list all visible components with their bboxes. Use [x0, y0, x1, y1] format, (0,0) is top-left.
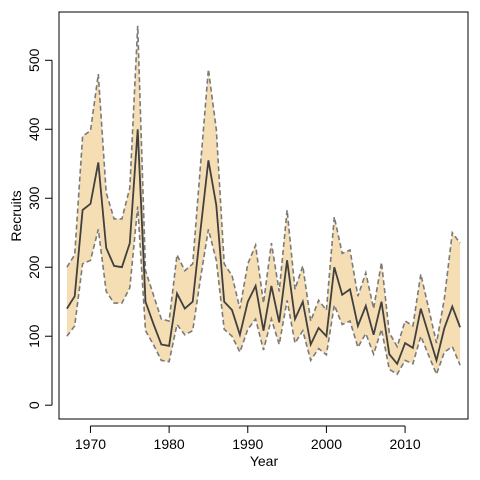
x-tick-label: 2000	[311, 436, 342, 452]
x-tick-label: 1980	[154, 436, 185, 452]
y-tick-label: 100	[26, 324, 42, 348]
estimate-line	[66, 129, 461, 366]
y-axis-title: Recruits	[8, 190, 24, 241]
confidence-band	[66, 25, 461, 375]
y-tick-label: 0	[26, 401, 42, 409]
lower-bound-line	[66, 206, 461, 377]
x-tick-label: 2010	[389, 436, 420, 452]
plot-frame	[58, 11, 469, 420]
x-tick-label: 1970	[75, 436, 106, 452]
y-tick-label: 500	[26, 48, 42, 72]
y-tick-label: 200	[26, 255, 42, 279]
x-axis-title: Year	[250, 453, 279, 469]
x-axis: 1970 1980 1990 2000 2010	[75, 425, 421, 452]
x-tick-label: 1990	[232, 436, 263, 452]
y-axis: 0 100 200 300 400 500	[26, 48, 53, 409]
plot-area	[66, 25, 461, 377]
y-tick-label: 300	[26, 186, 42, 210]
y-tick-label: 400	[26, 117, 42, 141]
upper-bound-line	[66, 25, 461, 349]
